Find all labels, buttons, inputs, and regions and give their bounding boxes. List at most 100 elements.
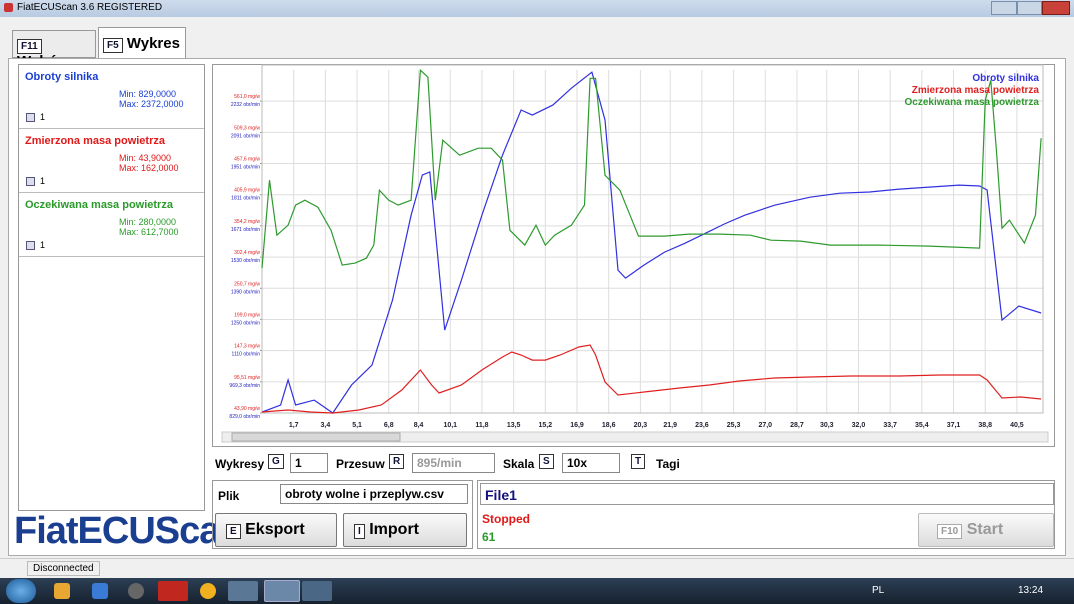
x-tick-label: 33,7 — [883, 422, 897, 429]
title-bar: FiatECUScan 3.6 REGISTERED — [0, 0, 1074, 17]
channel: Obroty silnika Min: 829,0000 Max: 2372,000… — [19, 65, 204, 129]
scroll-thumb[interactable] — [231, 432, 401, 442]
y-tick-label: 509,3 mg/w — [234, 125, 260, 131]
chart: 1,7 3,4 5,1 6,8 8,4 10,1 11,8 13,5 15,2 16,9 18,6 2… — [212, 64, 1055, 447]
channel-name: Obroty silnika — [25, 71, 99, 83]
taskbar-icon-active[interactable] — [264, 580, 300, 602]
key: F10 — [937, 524, 963, 539]
checkbox[interactable] — [26, 113, 35, 122]
y2-tick-label: 1250 obr/min — [231, 320, 260, 326]
label: Skala — [503, 457, 535, 471]
taskbar-icon[interactable] — [302, 581, 332, 601]
app-icon — [4, 3, 13, 12]
logo: FiatECUScan — [14, 510, 243, 552]
y-tick-label: 250,7 mg/w — [234, 281, 260, 287]
file-dropdown[interactable]: obroty wolne i przeplyw.csv — [280, 484, 468, 504]
key: I — [354, 524, 365, 539]
connection-status: Disconnected — [27, 561, 100, 576]
window-title: FiatECUScan 3.6 REGISTERED — [17, 2, 163, 13]
button-label: Import — [369, 521, 420, 538]
key: R — [389, 454, 405, 469]
series-line — [261, 68, 1042, 269]
y-tick-label: 147,3 mg/w — [234, 344, 260, 350]
channel-min: Min: 43,9000 — [119, 153, 172, 163]
x-tick-label: 38,8 — [978, 422, 992, 429]
x-tick-label: 1,7 — [289, 422, 299, 429]
log-name[interactable]: File1 — [480, 483, 1054, 505]
legend-entry: Zmierzona masa powietrza — [912, 85, 1040, 96]
dropdown-disabled: 895/min — [412, 453, 495, 473]
y-tick-label: 354,2 mg/w — [234, 219, 260, 225]
log-panel: File1 Stopped 61 F10 Start — [477, 480, 1055, 549]
channel-max: Max: 2372,0000 — [119, 99, 184, 109]
key: G — [268, 454, 284, 469]
import-button[interactable]: I Import — [343, 513, 467, 547]
checkbox[interactable] — [26, 241, 35, 250]
start-button: F10 Start — [918, 513, 1054, 547]
label: Plik — [218, 489, 240, 503]
y2-tick-label: 2091 obr/min — [231, 133, 260, 139]
y2-tick-label: 1530 obr/min — [231, 258, 260, 264]
close-button[interactable] — [1042, 1, 1070, 15]
language[interactable]: PL — [872, 585, 885, 596]
y-tick-label: 561,0 mg/w — [234, 94, 260, 100]
taskbar-icon[interactable] — [128, 583, 144, 599]
y-tick-label: 95,51 mg/w — [234, 375, 260, 381]
tab-key: F5 — [103, 38, 123, 53]
y-tick-label: 199,0 mg/w — [234, 312, 260, 318]
channel-name: Oczekiwana masa powietrza — [25, 199, 173, 211]
tab[interactable]: F11 Wybór — [12, 30, 96, 70]
y2-tick-label: 1390 obr/min — [231, 289, 260, 295]
taskbar-icon[interactable] — [200, 583, 216, 599]
y-tick-label: 302,4 mg/w — [234, 250, 260, 256]
legend-entry: Oczekiwana masa powietrza — [904, 97, 1039, 108]
clock[interactable]: 13:24 — [1018, 585, 1044, 596]
x-tick-label: 18,6 — [602, 422, 616, 429]
x-tick-label: 3,4 — [321, 422, 331, 429]
export-button[interactable]: E Eksport — [215, 513, 337, 547]
dropdown[interactable]: 1 — [290, 453, 328, 473]
channel-panel: Obroty silnika Min: 829,0000 Max: 2372,000… — [18, 64, 205, 511]
y2-tick-label: 1951 obr/min — [231, 165, 260, 171]
channel-min: Min: 280,0000 — [119, 217, 177, 227]
button-label: Start — [966, 521, 1004, 538]
checkbox[interactable] — [26, 177, 35, 186]
plot-frame — [261, 64, 1044, 414]
x-tick-label: 16,9 — [570, 422, 584, 429]
y2-tick-label: 1811 obr/min — [231, 196, 260, 202]
y2-tick-label: 2232 obr/min — [231, 102, 260, 108]
dropdown[interactable]: 10x — [562, 453, 620, 473]
start-orb[interactable] — [6, 579, 36, 603]
x-tick-label: 27,0 — [758, 422, 772, 429]
x-tick-label: 20,3 — [634, 422, 648, 429]
y2-tick-label: 829,0 obr/min — [229, 414, 260, 420]
minimize-button[interactable] — [991, 1, 1017, 15]
maximize-button[interactable] — [1017, 1, 1042, 15]
x-tick-label: 6,8 — [384, 422, 394, 429]
tab-active[interactable]: F5 Wykres — [98, 27, 186, 59]
x-tick-label: 5,1 — [352, 422, 362, 429]
chart-frame — [212, 64, 1055, 447]
x-tick-label: 10,1 — [443, 422, 457, 429]
key: E — [226, 524, 241, 539]
taskbar-icon[interactable] — [54, 583, 70, 599]
x-tick-label: 23,6 — [695, 422, 709, 429]
taskbar-icon[interactable] — [228, 581, 258, 601]
x-tick-label: 30,3 — [820, 422, 834, 429]
y2-tick-label: 1110 obr/min — [232, 352, 261, 358]
taskbar-icon[interactable] — [158, 581, 188, 601]
y-tick-label: 405,9 mg/w — [234, 188, 260, 194]
y-tick-label: 457,6 mg/w — [234, 157, 260, 163]
count: 61 — [482, 530, 496, 544]
x-tick-label: 35,4 — [915, 422, 929, 429]
tab-key: F11 — [17, 39, 42, 54]
checkbox-label: 1 — [40, 176, 46, 186]
scrollbar[interactable] — [221, 431, 1049, 443]
tab-label: Wykres — [126, 35, 180, 52]
x-tick-label: 25,3 — [727, 422, 741, 429]
x-tick-label: 13,5 — [507, 422, 521, 429]
x-tick-label: 28,7 — [790, 422, 804, 429]
label: Wykresy — [215, 457, 265, 471]
checkbox-label: 1 — [40, 240, 46, 250]
taskbar-icon[interactable] — [92, 583, 108, 599]
